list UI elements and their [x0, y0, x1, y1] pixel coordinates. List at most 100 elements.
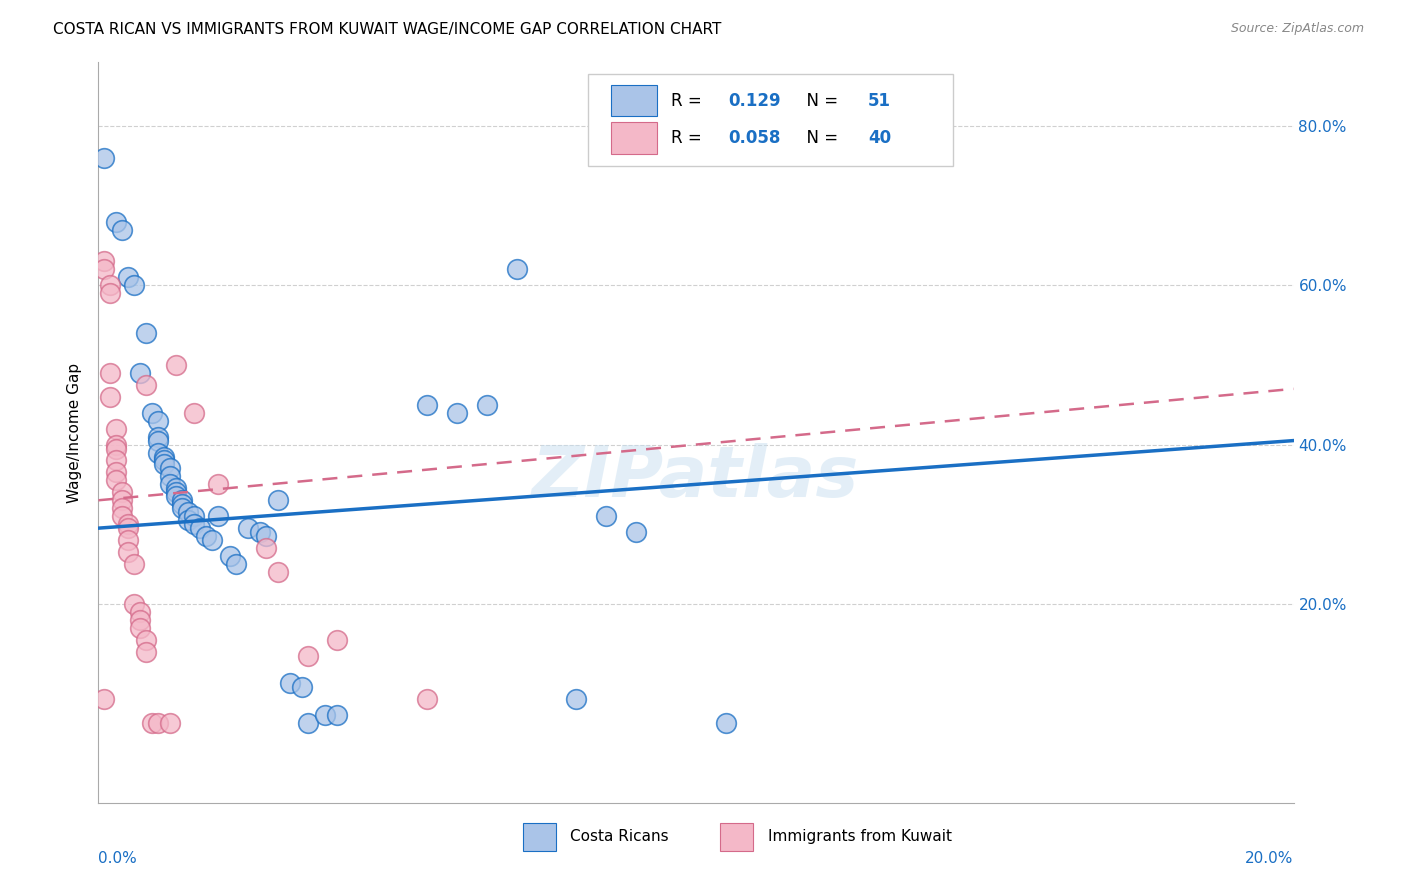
Point [219, 549, 242, 563]
Text: 40: 40 [868, 129, 891, 147]
Point [195, 529, 218, 543]
Point [172, 497, 194, 511]
Text: COSTA RICAN VS IMMIGRANTS FROM KUWAIT WAGE/INCOME GAP CORRELATION CHART: COSTA RICAN VS IMMIGRANTS FROM KUWAIT WA… [53, 22, 721, 37]
Point [172, 501, 194, 516]
Text: R =: R = [671, 92, 707, 110]
Point [254, 529, 277, 543]
Point [416, 692, 439, 706]
Point [165, 489, 187, 503]
Point [315, 708, 337, 723]
Point [326, 632, 349, 647]
FancyBboxPatch shape [589, 73, 953, 166]
Point [124, 278, 146, 293]
Point [201, 533, 224, 547]
Point [153, 453, 176, 467]
Point [159, 477, 181, 491]
Point [135, 377, 157, 392]
Point [207, 509, 229, 524]
Point [165, 485, 187, 500]
Text: 0.058: 0.058 [728, 129, 780, 147]
Point [105, 214, 128, 228]
Point [172, 493, 194, 508]
Point [225, 557, 247, 571]
Point [105, 437, 128, 451]
Point [416, 398, 439, 412]
Point [93, 262, 115, 277]
Point [153, 450, 176, 464]
Point [188, 521, 211, 535]
Point [98, 278, 122, 293]
Point [565, 692, 588, 706]
Point [117, 521, 139, 535]
Point [111, 509, 134, 524]
Point [297, 648, 319, 663]
Point [714, 716, 737, 731]
Point [249, 525, 271, 540]
Point [267, 493, 290, 508]
Point [98, 366, 122, 380]
Point [148, 434, 170, 448]
Point [117, 517, 139, 532]
Point [254, 541, 277, 555]
Point [105, 466, 128, 480]
Point [129, 366, 152, 380]
Text: R =: R = [671, 129, 707, 147]
Point [135, 326, 157, 340]
Point [475, 398, 498, 412]
Point [111, 485, 134, 500]
Point [111, 493, 134, 508]
Point [207, 477, 229, 491]
Text: 51: 51 [868, 92, 891, 110]
Point [159, 461, 181, 475]
Point [148, 445, 170, 459]
Point [93, 692, 115, 706]
Text: N =: N = [796, 129, 844, 147]
Point [267, 565, 290, 579]
Point [111, 501, 134, 516]
Point [105, 442, 128, 456]
Bar [612, 86, 657, 117]
Point [135, 644, 157, 658]
Point [141, 406, 163, 420]
Text: Immigrants from Kuwait: Immigrants from Kuwait [768, 830, 952, 845]
Text: ZIPatlas: ZIPatlas [533, 442, 859, 511]
Point [297, 716, 319, 731]
Point [183, 509, 205, 524]
Point [183, 517, 205, 532]
Y-axis label: Wage/Income Gap: Wage/Income Gap [67, 362, 83, 503]
Text: 20.0%: 20.0% [1246, 851, 1294, 866]
Point [153, 458, 176, 472]
Point [129, 605, 152, 619]
Point [177, 505, 200, 519]
Point [159, 716, 181, 731]
Text: 0.129: 0.129 [728, 92, 780, 110]
Bar [720, 822, 754, 851]
Text: 0.0%: 0.0% [98, 851, 138, 866]
Point [98, 390, 122, 404]
Point [165, 358, 187, 372]
Point [124, 597, 146, 611]
Point [177, 513, 200, 527]
Text: Costa Ricans: Costa Ricans [571, 830, 669, 845]
Point [105, 474, 128, 488]
Point [117, 270, 139, 285]
Text: N =: N = [796, 92, 844, 110]
Point [291, 681, 314, 695]
Point [278, 676, 301, 690]
Point [117, 533, 139, 547]
Point [165, 481, 187, 495]
Point [148, 414, 170, 428]
Point [159, 469, 181, 483]
Point [183, 406, 205, 420]
Bar [523, 822, 557, 851]
Point [105, 453, 128, 467]
Point [595, 509, 617, 524]
Text: Source: ZipAtlas.com: Source: ZipAtlas.com [1230, 22, 1364, 36]
Point [506, 262, 529, 277]
Point [129, 621, 152, 635]
Point [124, 557, 146, 571]
Point [93, 151, 115, 165]
Point [326, 708, 349, 723]
Point [105, 422, 128, 436]
Point [117, 545, 139, 559]
